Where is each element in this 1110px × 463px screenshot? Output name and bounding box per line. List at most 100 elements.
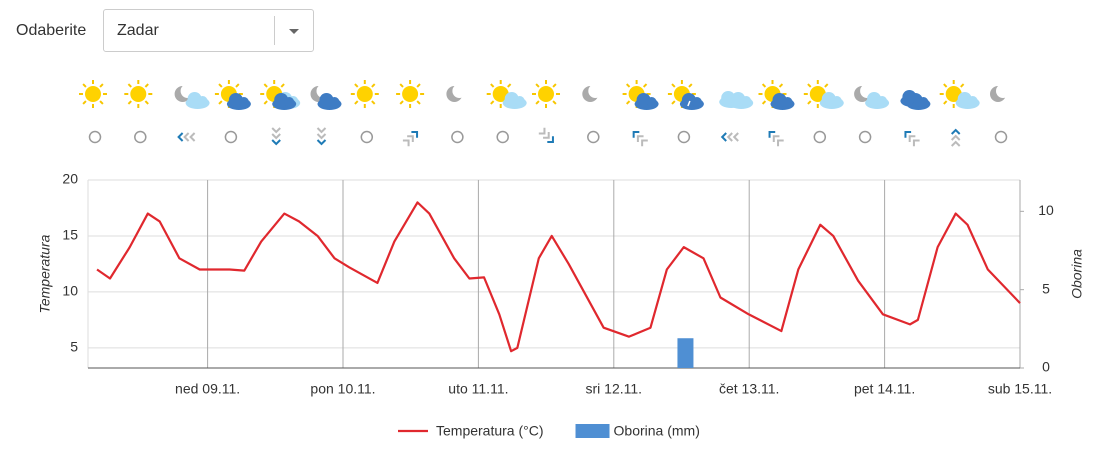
sun-ray bbox=[144, 100, 149, 105]
wind-chevron bbox=[177, 132, 184, 142]
sun-ray bbox=[807, 100, 812, 105]
sun-ray bbox=[263, 100, 268, 105]
cloud bbox=[831, 96, 842, 106]
calm-wind bbox=[994, 130, 1008, 144]
calm-wind bbox=[224, 130, 238, 144]
y-tick-label: 15 bbox=[62, 227, 78, 243]
wind-chevron bbox=[636, 135, 644, 142]
precipitation-bar bbox=[677, 338, 694, 368]
x-tick-label: čet 13.11. bbox=[719, 381, 779, 397]
x-tick-label: pet 14.11. bbox=[854, 381, 915, 397]
x-tick-label: sub 15.11. bbox=[988, 381, 1052, 397]
wind-chevron bbox=[543, 132, 550, 139]
sun bbox=[130, 86, 147, 102]
sun-ray bbox=[490, 100, 495, 105]
wind-chevron bbox=[407, 135, 414, 142]
sun bbox=[492, 86, 509, 102]
calm-wind bbox=[677, 130, 691, 144]
y-tick-label: 10 bbox=[62, 283, 78, 299]
sun-ray bbox=[671, 100, 676, 105]
wind-chevron bbox=[538, 127, 546, 135]
sun-ray bbox=[688, 83, 693, 88]
sun-ray bbox=[960, 83, 965, 88]
legend-label: Temperatura (°C) bbox=[436, 423, 544, 439]
x-tick-label: ned 09.11. bbox=[175, 381, 240, 397]
sun-ray bbox=[399, 83, 404, 88]
weather-icons bbox=[79, 80, 1010, 147]
sun-ray bbox=[552, 100, 557, 105]
y-axis-title: Temperatura bbox=[37, 234, 53, 313]
sun-ray bbox=[371, 100, 376, 105]
cloud bbox=[912, 94, 923, 104]
x-tick-label: sri 12.11. bbox=[586, 381, 643, 397]
sun bbox=[538, 86, 554, 102]
wind-chevron bbox=[641, 139, 648, 147]
sun bbox=[85, 86, 101, 102]
calm-wind bbox=[88, 130, 102, 144]
sun-ray bbox=[943, 83, 948, 88]
sun bbox=[356, 86, 373, 102]
cloud bbox=[284, 97, 295, 107]
calm-wind bbox=[134, 130, 147, 144]
sun bbox=[809, 86, 826, 102]
wind-chevron bbox=[908, 135, 916, 142]
wind-chevron bbox=[316, 139, 327, 146]
cloud bbox=[691, 97, 702, 107]
wind-chevron bbox=[183, 132, 190, 142]
sun-ray bbox=[218, 83, 223, 88]
moon-cut bbox=[996, 84, 1010, 98]
sun-ray bbox=[625, 83, 631, 88]
cloud bbox=[877, 96, 888, 106]
sun-ray bbox=[671, 83, 676, 88]
wind-chevron bbox=[632, 131, 640, 138]
sun-ray bbox=[535, 83, 540, 88]
wind-chevron bbox=[950, 128, 961, 135]
moon-cut bbox=[588, 84, 603, 98]
sun-ray bbox=[354, 83, 359, 88]
moon-cut bbox=[452, 84, 467, 98]
wind-chevron bbox=[912, 139, 920, 147]
sun-ray bbox=[82, 83, 87, 88]
cloud bbox=[329, 97, 340, 107]
temperature-line bbox=[96, 201, 1021, 353]
y2-tick-label: 10 bbox=[1038, 202, 1054, 218]
sun-ray bbox=[807, 83, 812, 88]
x-tick-label: uto 11.11. bbox=[448, 381, 508, 397]
y2-tick-label: 0 bbox=[1042, 359, 1050, 375]
sun bbox=[402, 86, 419, 102]
sun-ray bbox=[761, 83, 767, 88]
x-tick-label: pon 10.11. bbox=[310, 381, 375, 397]
sun-ray bbox=[625, 100, 631, 105]
y2-axis-title: Oborina bbox=[1069, 249, 1085, 299]
y2-tick-label: 5 bbox=[1042, 280, 1050, 296]
wind-chevron bbox=[768, 131, 776, 138]
calm-wind bbox=[360, 130, 374, 144]
sun-ray bbox=[263, 83, 268, 88]
wind-chevron bbox=[411, 131, 419, 138]
y-tick-label: 5 bbox=[70, 339, 78, 355]
sun-ray bbox=[280, 83, 285, 88]
sun-ray bbox=[144, 83, 149, 88]
sun-ray bbox=[416, 100, 421, 105]
select-arrow bbox=[289, 29, 299, 34]
wind-chevron bbox=[950, 140, 961, 147]
sun-ray bbox=[552, 83, 557, 88]
calm-wind bbox=[496, 130, 509, 144]
calm-wind bbox=[813, 130, 827, 144]
sun bbox=[945, 86, 962, 102]
wind-chevron bbox=[316, 127, 327, 134]
sun-ray bbox=[778, 83, 784, 88]
sun-ray bbox=[943, 100, 948, 105]
legend-swatch bbox=[575, 424, 610, 438]
cloud bbox=[731, 95, 742, 105]
sun-ray bbox=[218, 100, 223, 105]
select-separator bbox=[274, 16, 275, 45]
sun-ray bbox=[354, 100, 359, 105]
calm-wind bbox=[451, 130, 464, 144]
city-select[interactable]: Zadar bbox=[103, 9, 314, 52]
sun-ray bbox=[642, 83, 648, 88]
wind-chevron bbox=[904, 131, 912, 138]
wind-chevron bbox=[271, 127, 281, 134]
